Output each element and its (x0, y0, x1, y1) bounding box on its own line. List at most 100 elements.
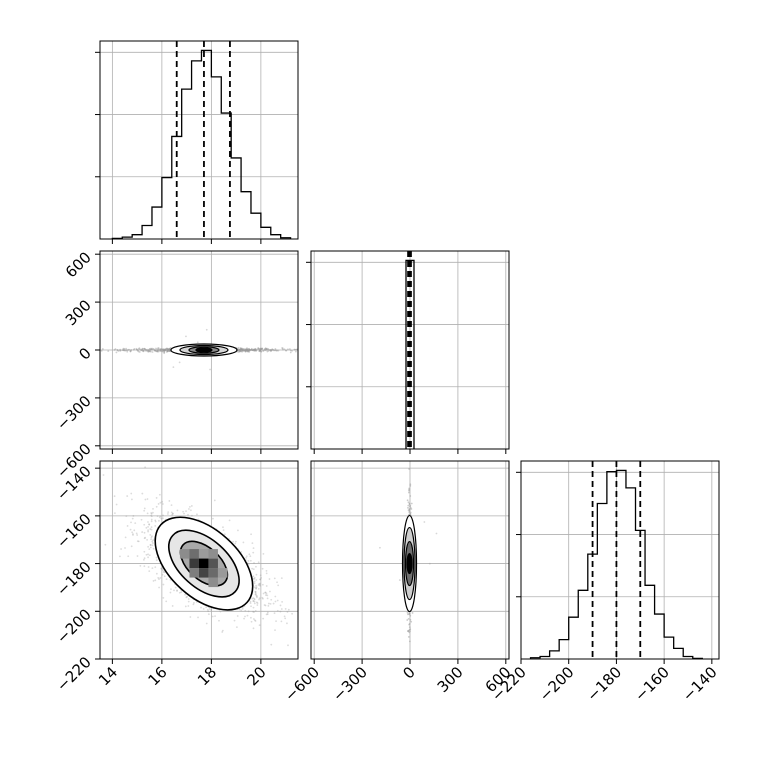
scatter-point (406, 619, 409, 621)
scatter-point (168, 350, 171, 352)
scatter-point (288, 348, 291, 350)
scatter-point (253, 576, 256, 579)
scatter-point (246, 350, 249, 352)
scatter-point (253, 582, 256, 585)
scatter-point (247, 560, 250, 562)
scatter-point (238, 349, 240, 352)
scatter-point (130, 349, 133, 351)
scatter-point (268, 349, 271, 351)
scatter-point (266, 594, 269, 597)
scatter-point (155, 349, 158, 351)
scatter-point (223, 533, 226, 536)
scatter-point (147, 545, 150, 548)
scatter-point (205, 606, 208, 609)
scatter-point (261, 583, 264, 586)
scatter-point (264, 349, 267, 351)
scatter-point (281, 347, 284, 350)
scatter-point (166, 350, 169, 353)
scatter-point (257, 584, 260, 586)
histogram-step-line (405, 259, 415, 449)
scatter-point (141, 531, 144, 533)
scatter-point (265, 348, 268, 350)
scatter-point (253, 577, 256, 580)
scatter-point (398, 579, 401, 581)
scatter-point (301, 629, 303, 631)
scatter-point (245, 349, 247, 352)
scatter-point (167, 348, 169, 351)
scatter-point (149, 528, 152, 530)
scatter-point (261, 596, 264, 599)
scatter-point (154, 579, 157, 582)
scatter-point (219, 610, 222, 613)
scatter-point (409, 495, 412, 497)
scatter-point (150, 512, 153, 514)
scatter-point (152, 507, 154, 510)
scatter-point (411, 612, 414, 614)
scatter-point (121, 349, 124, 351)
scatter-point (246, 349, 249, 352)
scatter-point (289, 349, 292, 352)
scatter-point (267, 348, 270, 351)
scatter-point (246, 347, 248, 350)
scatter-point (163, 351, 166, 353)
scatter-point (240, 348, 242, 351)
scatter-point (100, 349, 103, 352)
scatter-point (248, 348, 251, 351)
scatter-point (237, 351, 240, 353)
scatter-point (280, 608, 283, 610)
scatter-point (159, 501, 162, 504)
scatter-point (239, 349, 242, 352)
scatter-point (407, 491, 410, 494)
scatter-point (186, 595, 188, 598)
scatter-point (269, 602, 272, 605)
scatter-point (119, 348, 122, 351)
scatter-point (254, 348, 257, 351)
scatter-point (154, 350, 156, 352)
scatter-point (252, 599, 255, 602)
scatter-point (142, 350, 144, 352)
density-cell (208, 577, 218, 588)
scatter-point (254, 349, 257, 352)
scatter-point (239, 346, 242, 349)
scatter-point (423, 521, 426, 523)
scatter-point (163, 349, 166, 352)
scatter-point (409, 484, 412, 487)
scatter-point (159, 349, 162, 352)
scatter-point (162, 349, 165, 351)
density-contour (406, 552, 413, 575)
scatter-point (196, 341, 199, 344)
scatter-point (239, 348, 242, 350)
scatter-point (232, 540, 235, 543)
scatter-point (171, 605, 174, 607)
scatter-point (117, 350, 120, 352)
scatter-point (149, 546, 152, 549)
density-layer (311, 461, 509, 659)
scatter-point (143, 557, 146, 560)
scatter-point (265, 613, 268, 616)
scatter-point (171, 513, 174, 516)
scatter-point (129, 350, 132, 353)
scatter-point (252, 551, 255, 554)
scatter-point (166, 347, 168, 350)
scatter-point (281, 600, 284, 603)
density-cell (217, 568, 228, 578)
density-cell (208, 568, 218, 578)
scatter-point (207, 610, 210, 613)
scatter-point (265, 594, 267, 596)
x-tick-label: −200 (536, 663, 578, 705)
scatter-point (251, 349, 254, 352)
x-tick-label: 0 (399, 663, 418, 682)
scatter-point (243, 617, 245, 620)
scatter-point (135, 348, 138, 351)
density-cell (179, 549, 190, 559)
scatter-point (259, 348, 262, 351)
scatter-point (237, 348, 240, 351)
scatter-point (150, 538, 152, 541)
scatter-point (165, 348, 168, 351)
scatter-point (254, 620, 257, 622)
scatter-point (240, 551, 243, 553)
scatter-point (249, 559, 252, 562)
scatter-point (143, 348, 146, 350)
scatter-point (253, 348, 256, 351)
scatter-point (246, 349, 249, 352)
